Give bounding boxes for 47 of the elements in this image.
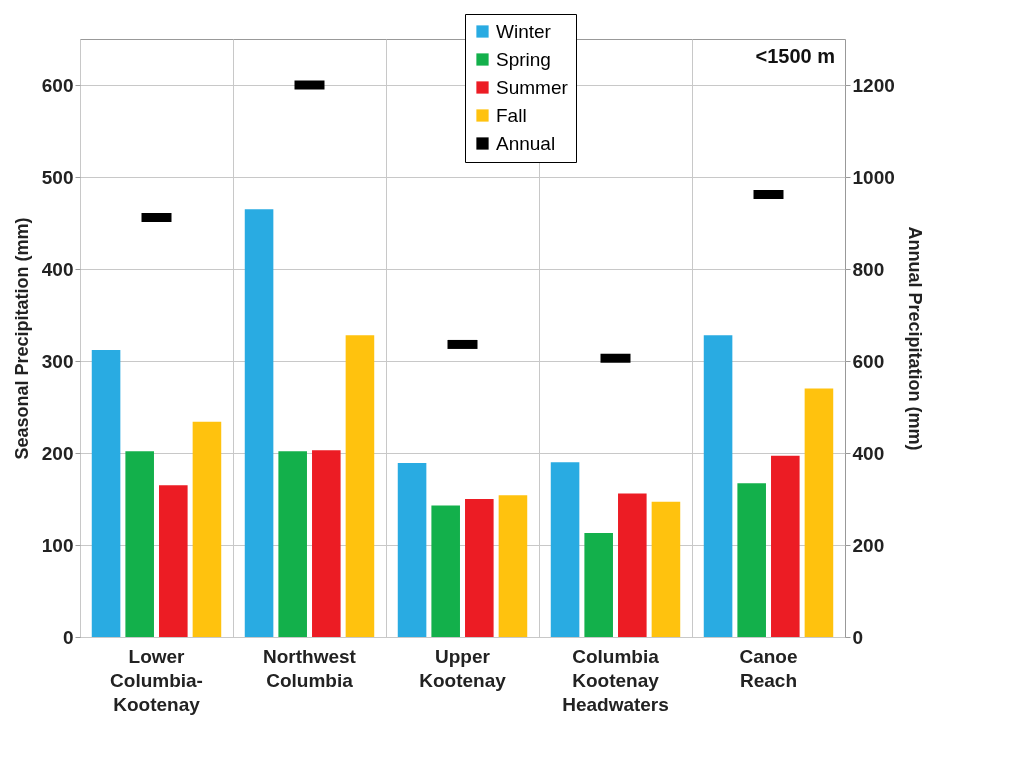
y-tick-label: 200 [41,442,74,464]
bar [125,451,154,637]
bar [465,499,494,637]
x-tick-label: Columbia Kootenay Headwaters [562,645,669,715]
y-tick-label: 0 [62,626,74,648]
bar [431,505,460,637]
y-tick-label: 400 [41,258,74,280]
bar [737,483,766,637]
y2-tick-label: 600 [852,350,885,372]
y2-tick-label: 200 [852,534,885,556]
bar [703,335,733,637]
bar [312,450,341,637]
y-axis-title: Seasonal Precipitation (mm) [11,217,32,460]
x-tick-label: Northwest Columbia [263,645,357,691]
legend-label: Spring [496,48,551,70]
y2-tick-label: 1000 [852,166,895,188]
y-tick-label: 500 [41,166,74,188]
y2-axis-title: Annual Precipitation (mm) [904,226,925,451]
y2-tick-label: 800 [852,258,885,280]
y2-tick-label: 1200 [852,74,895,96]
bar [91,349,121,637]
y2-tick-label: 0 [852,626,864,648]
x-tick-label: Lower Columbia-Kootenay [110,645,203,715]
y-tick-label: 100 [41,534,74,556]
legend-label: Summer [496,76,569,98]
x-tick-label: Upper Kootenay [419,645,507,691]
bar [804,388,834,637]
x-tick-label: Canoe Reach [739,645,798,691]
bar [498,495,528,637]
bar [244,209,274,637]
legend-label: Fall [496,104,527,126]
bar [397,463,427,637]
bar [550,462,580,637]
legend-label: Annual [496,132,556,154]
annotation: <1500 m [755,45,835,67]
y2-tick-label: 400 [852,442,885,464]
y-tick-label: 300 [41,350,74,372]
bar [651,501,681,637]
bar [192,421,222,637]
bar [584,533,613,637]
bar [159,485,188,637]
bar [618,493,647,637]
bar [345,335,375,637]
bar [771,455,800,637]
legend-label: Winter [496,20,552,42]
y-tick-label: 600 [41,74,74,96]
bar [278,451,307,637]
